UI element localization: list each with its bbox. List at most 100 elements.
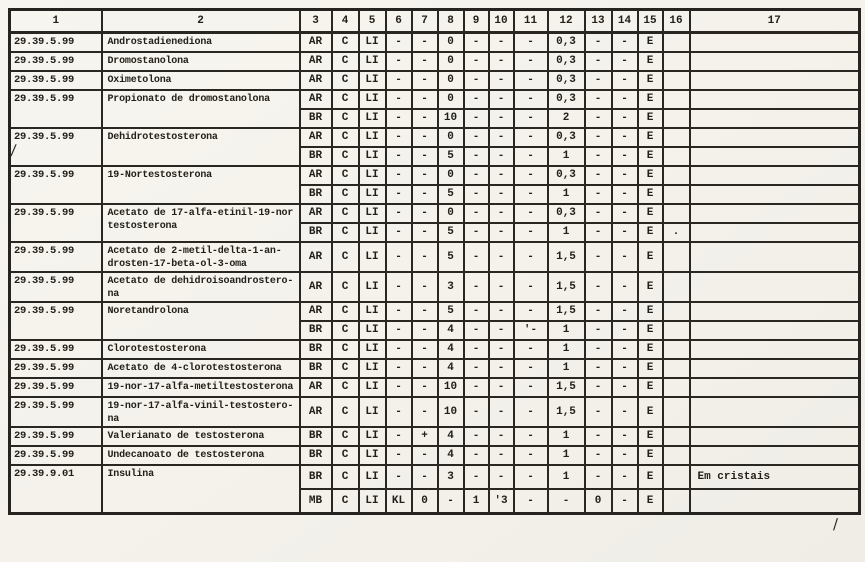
cell-col-4: C: [330, 108, 360, 129]
column-header-2: 2: [100, 8, 301, 34]
cell-col-5: LI: [357, 127, 387, 148]
cell-col-11: -: [512, 301, 549, 322]
cell-col-8: 0: [436, 89, 465, 110]
cell-col-3: BR: [298, 426, 333, 447]
cell-col-5: LI: [357, 320, 387, 341]
table-row-9-1: BR C LI - -4- - '- 1- - E: [10, 320, 861, 341]
cell-col-12: 1: [546, 426, 586, 447]
cell-col-14: -: [610, 146, 639, 167]
cell-col-9: -: [462, 31, 490, 53]
cell-col-16: [661, 89, 691, 110]
cell-col-5: LI: [357, 445, 387, 466]
cell-col-6: -: [384, 89, 413, 110]
cell-col-12: 0,3: [546, 127, 586, 148]
cell-col-6: -: [384, 146, 413, 167]
cell-col-10: -: [487, 146, 515, 167]
cell-col-17: [688, 184, 861, 205]
cell-col-9: -: [462, 377, 490, 398]
cell-col-4: C: [330, 426, 360, 447]
cell-col-12: 0,3: [546, 70, 586, 91]
cell-col-17: [688, 377, 861, 398]
cell-col-15: E: [636, 339, 664, 360]
cell-substance-name: Dehidrotestosterona: [100, 127, 301, 167]
cell-col-17: [688, 358, 861, 379]
cell-col-10: -: [487, 89, 515, 110]
cell-col-10: -: [487, 339, 515, 360]
cell-col-16: [661, 339, 691, 360]
cell-col-10: -: [487, 377, 515, 398]
cell-col-14: -: [610, 70, 639, 91]
cell-col-3: BR: [298, 339, 333, 360]
cell-col-9: -: [462, 301, 490, 322]
cell-col-14: -: [610, 396, 639, 428]
cell-col-3: AR: [298, 271, 333, 303]
cell-col-4: C: [330, 358, 360, 379]
cell-col-6: -: [384, 203, 413, 224]
cell-col-10: -: [487, 31, 515, 53]
table-row-6-0: 29.39.5.99 Acetato de 17-alfa-etinil-19-n…: [8, 203, 861, 243]
cell-col-3: AR: [298, 203, 333, 224]
cell-col-8: 0: [436, 31, 465, 53]
cell-col-15: E: [636, 203, 664, 224]
cell-substance-name: 19-nor-17-alfa-vinil-testostero- na: [100, 396, 301, 428]
cell-col-15: E: [636, 222, 664, 243]
cell-col-6: -: [384, 358, 413, 379]
cell-col-9: -: [462, 426, 490, 447]
cell-col-3: AR: [298, 301, 333, 322]
cell-col-4: C: [330, 146, 360, 167]
cell-col-3: BR: [298, 184, 333, 205]
cell-col-16: [661, 165, 691, 186]
cell-col-7: -: [410, 31, 439, 53]
cell-col-16: [661, 241, 691, 273]
cell-col-17: [688, 445, 861, 466]
cell-col-8: 5: [436, 301, 465, 322]
table-row-10: 29.39.5.99 Clorotestosterona BR C LI - -4- - -1-…: [8, 339, 861, 360]
column-header-4: 4: [330, 8, 360, 34]
cell-col-15: E: [636, 464, 664, 490]
cell-col-11: -: [512, 241, 549, 273]
cell-col-6: -: [384, 396, 413, 428]
column-header-10: 10: [487, 8, 515, 34]
cell-col-16: [661, 426, 691, 447]
table-row-7: 29.39.5.99 Acetato de 2-metil-delta-1-an-…: [8, 241, 861, 273]
cell-col-3: AR: [298, 31, 333, 53]
cell-col-7: -: [410, 89, 439, 110]
cell-col-5: LI: [357, 108, 387, 129]
cell-col-4: C: [330, 70, 360, 91]
cell-code: 29.39.5.99: [8, 271, 103, 303]
cell-col-10: -: [487, 108, 515, 129]
cell-col-3: MB: [298, 488, 333, 515]
cell-col-11: -: [512, 358, 549, 379]
cell-col-3: AR: [298, 70, 333, 91]
cell-col-12: 1,5: [546, 241, 586, 273]
cell-col-5: LI: [357, 165, 387, 186]
cell-col-4: C: [330, 165, 360, 186]
table-row-16-0: 29.39.9.01 Insulina BR C LI - -3- - -1- - E Em cris…: [8, 464, 861, 515]
cell-col-7: -: [410, 108, 439, 129]
cell-code: 29.39.5.99: [8, 396, 103, 428]
cell-col-14: -: [610, 464, 639, 490]
cell-col-5: LI: [357, 70, 387, 91]
cell-col-5: LI: [357, 358, 387, 379]
cell-col-8: 5: [436, 222, 465, 243]
cell-col-11: -: [512, 488, 549, 515]
cell-col-13: -: [583, 320, 613, 341]
cell-col-12: 2: [546, 108, 586, 129]
cell-col-8: 0: [436, 203, 465, 224]
cell-col-16: [661, 146, 691, 167]
cell-col-7: -: [410, 301, 439, 322]
cell-substance-name: Acetato de 17-alfa-etinil-19-nor testost…: [100, 203, 301, 243]
cell-col-17: [688, 488, 861, 515]
cell-col-11: '-: [512, 320, 549, 341]
cell-col-12: 1: [546, 339, 586, 360]
cell-col-5: LI: [357, 301, 387, 322]
table-row-11: 29.39.5.99 Acetato de 4-clorotestosterona…: [8, 358, 861, 379]
cell-substance-name: Noretandrolona: [100, 301, 301, 341]
cell-col-3: BR: [298, 358, 333, 379]
cell-col-6: -: [384, 377, 413, 398]
cell-col-15: E: [636, 488, 664, 515]
cell-col-15: E: [636, 127, 664, 148]
cell-col-6: -: [384, 426, 413, 447]
table-row-3-0: 29.39.5.99 Propionato de dromostanolona AR…: [8, 89, 861, 129]
